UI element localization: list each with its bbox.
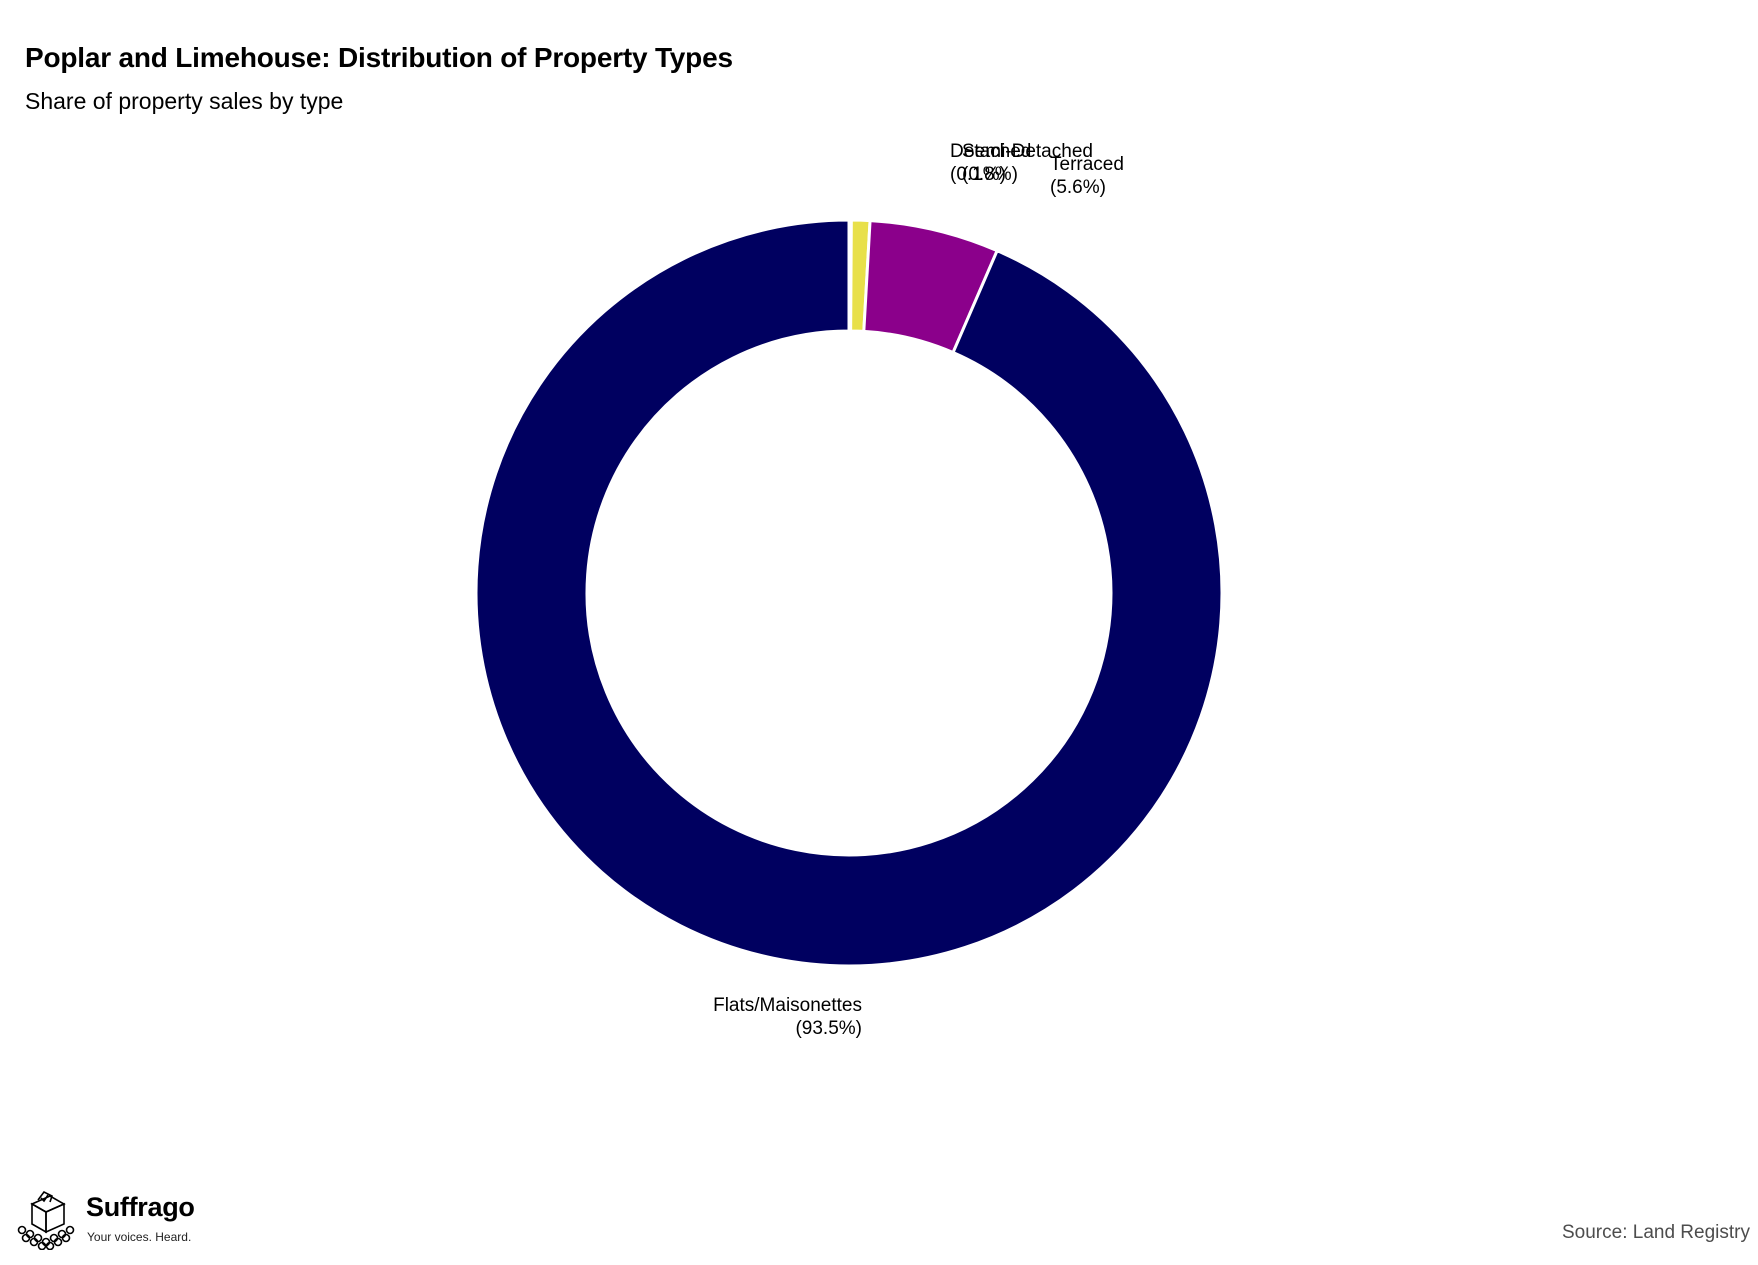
suffrago-logo: Suffrago Your voices. Heard. [14,1190,214,1250]
label-detached: Detached (0.1%) [950,141,1031,185]
brand-name: Suffrago [86,1192,195,1222]
ballot-box-icon [17,1190,75,1250]
slice-flats-maisonettes [474,218,1224,968]
label-semi-detached: Semi-Detached (0.8%) [962,141,1093,185]
chart-title: Poplar and Limehouse: Distribution of Pr… [25,42,733,73]
source-note: Source: Land Registry [1562,1222,1750,1243]
donut-labels: Detached (0.1%)Semi-Detached (0.8%) Terrace… [713,141,1124,1039]
label-flats-maisonettes: Flats/Maisonettes (93.5%) [713,995,862,1039]
brand-tagline: Your voices. Heard. [87,1230,192,1244]
chart-subtitle: Share of property sales by type [25,88,344,114]
donut-slices [474,218,1224,968]
label-terraced: Terraced (5.6%) [1050,154,1124,198]
